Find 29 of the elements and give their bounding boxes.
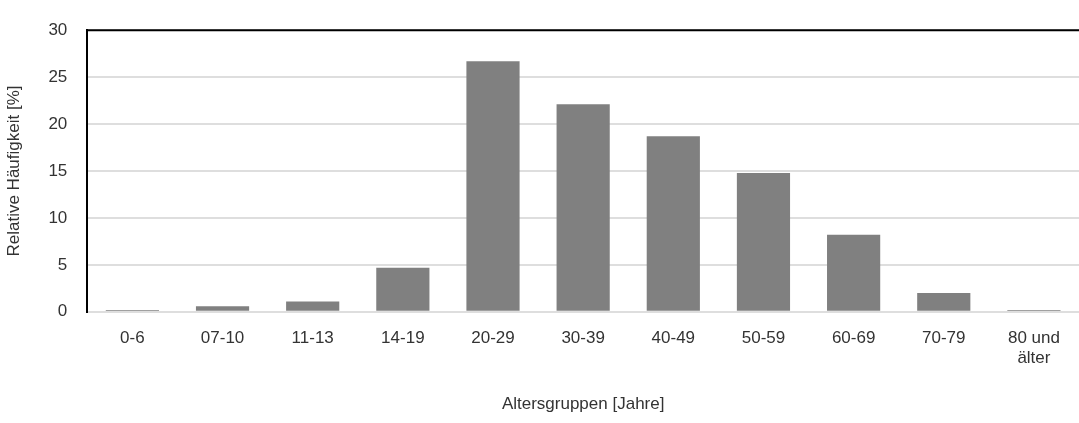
y-axis-title: Relative Häufigkeit [%] xyxy=(3,85,23,257)
x-axis-title: Altersgruppen [Jahre] xyxy=(501,394,665,414)
x-tick-label: 0-6 xyxy=(120,327,145,347)
bar xyxy=(827,234,881,311)
x-tick-label: 80 und älter xyxy=(1007,327,1060,368)
y-tick-label: 0 xyxy=(57,301,68,321)
y-tick-label: 10 xyxy=(48,207,68,227)
bar xyxy=(556,104,610,311)
bar xyxy=(646,136,700,311)
bar xyxy=(195,306,250,311)
y-tick-label: 30 xyxy=(48,19,68,39)
y-tick-label: 15 xyxy=(48,160,68,180)
x-tick-label: 50-59 xyxy=(741,327,786,347)
x-tick-label: 70-79 xyxy=(922,327,966,347)
x-tick-label: 40-49 xyxy=(651,327,696,347)
bar xyxy=(466,61,520,311)
x-tick-label: 30-39 xyxy=(561,327,605,347)
x-tick-label: 11-13 xyxy=(291,327,334,347)
x-tick-label: 60-69 xyxy=(831,327,876,347)
bar xyxy=(736,172,791,311)
y-tick-label: 25 xyxy=(48,66,68,86)
bar xyxy=(376,267,430,311)
x-tick-label: 07-10 xyxy=(200,327,245,347)
x-tick-label: 14-19 xyxy=(381,327,425,347)
bar xyxy=(917,293,971,311)
x-tick-label: 20-29 xyxy=(471,327,515,347)
y-tick-label: 5 xyxy=(57,254,68,274)
bar xyxy=(286,301,340,311)
y-tick-label: 20 xyxy=(48,113,68,133)
